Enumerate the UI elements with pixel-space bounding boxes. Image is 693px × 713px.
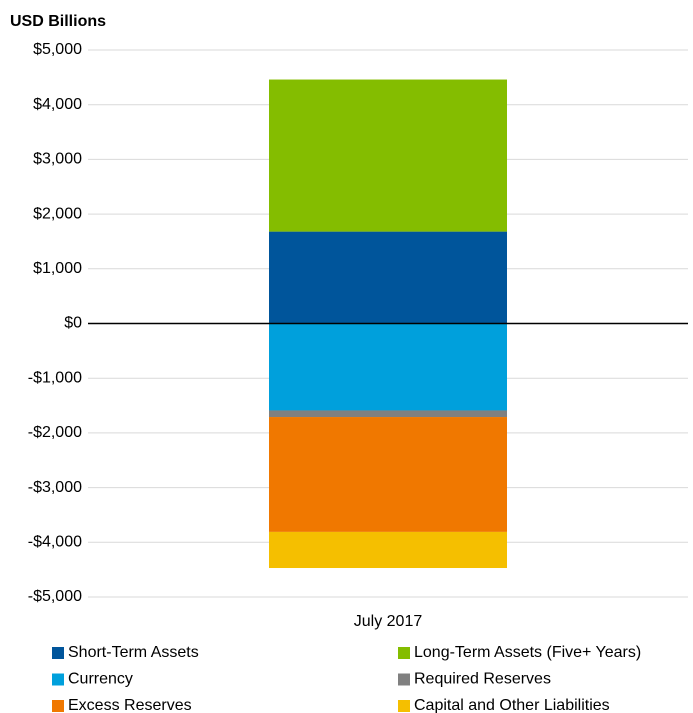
y-tick-label: $4,000 — [33, 96, 82, 113]
x-tick-label: July 2017 — [354, 613, 423, 630]
bar-segment — [269, 323, 507, 411]
legend-swatch — [398, 700, 410, 712]
legend-label: Currency — [68, 671, 133, 688]
legend-label: Capital and Other Liabilities — [414, 697, 610, 713]
y-tick-label: -$4,000 — [28, 534, 82, 551]
legend-label: Long-Term Assets (Five+ Years) — [414, 644, 641, 661]
y-tick-label: -$5,000 — [28, 588, 82, 605]
legend-label: Short-Term Assets — [68, 644, 199, 661]
y-tick-label: $2,000 — [33, 205, 82, 222]
bar-segment — [269, 79, 507, 232]
y-tick-label: -$2,000 — [28, 424, 82, 441]
y-tick-label: $5,000 — [33, 41, 82, 58]
bar-segment — [269, 231, 507, 324]
legend-swatch — [52, 647, 64, 659]
y-tick-label: $3,000 — [33, 151, 82, 168]
legend-swatch — [52, 673, 64, 686]
legend-label: Required Reserves — [414, 671, 551, 688]
bar-segment — [269, 410, 507, 418]
legend-label: Excess Reserves — [68, 697, 192, 713]
legend-swatch — [398, 673, 410, 686]
y-tick-label: -$1,000 — [28, 369, 82, 386]
bar-segment — [269, 531, 507, 569]
y-tick-label: -$3,000 — [28, 479, 82, 496]
y-tick-label: $1,000 — [33, 260, 82, 277]
legend-swatch — [398, 647, 410, 659]
y-axis-label: USD Billions — [10, 13, 106, 30]
legend-swatch — [52, 700, 64, 712]
y-tick-label: $0 — [64, 315, 82, 332]
bar-segment — [269, 417, 507, 532]
